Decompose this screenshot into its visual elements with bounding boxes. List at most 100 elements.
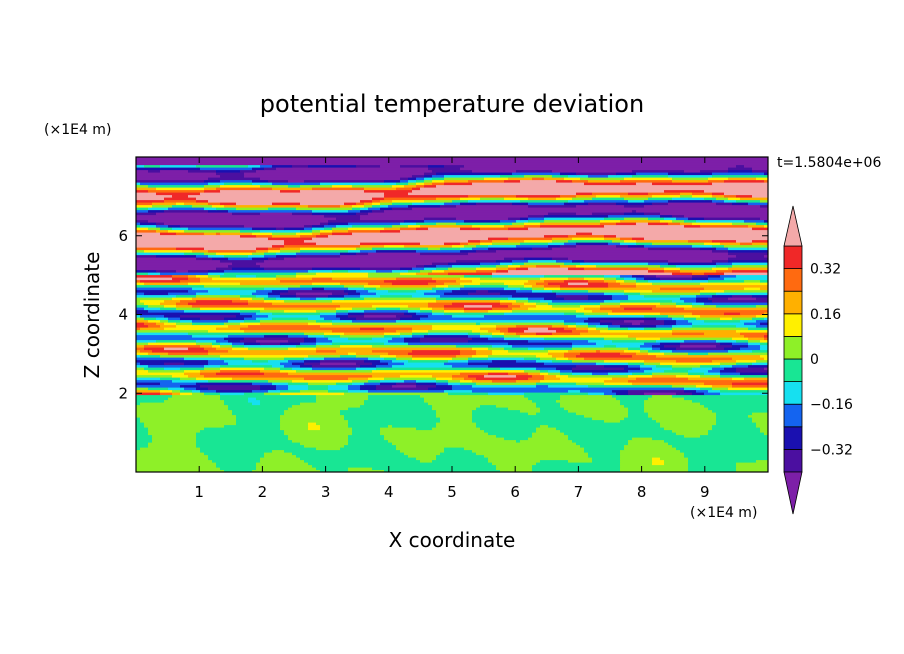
contour-fill <box>164 304 177 308</box>
contour-fill <box>636 277 645 281</box>
contour-fill <box>616 279 625 283</box>
contour-fill <box>180 377 197 381</box>
contour-fill <box>368 289 389 293</box>
contour-fill <box>268 247 281 251</box>
contour-fill <box>656 304 677 308</box>
contour-fill <box>272 312 321 316</box>
contour-fill <box>620 459 653 463</box>
contour-fill <box>404 337 421 341</box>
contour-fill <box>348 222 401 226</box>
contour-fill <box>416 312 433 316</box>
contour-fill <box>280 419 349 423</box>
contour-fill <box>412 207 768 211</box>
contour-fill <box>140 362 165 366</box>
contour-fill <box>752 294 768 298</box>
contour-fill <box>256 274 277 278</box>
contour-fill <box>280 367 293 371</box>
contour-fill <box>520 304 537 308</box>
contour-fill <box>636 377 689 381</box>
contour-fill <box>732 222 757 226</box>
contour-fill <box>472 347 489 351</box>
contour-fill <box>136 282 145 286</box>
contour-fill <box>316 394 369 398</box>
contour-fill <box>664 459 689 463</box>
contour-fill <box>380 427 417 431</box>
x-tick-label: 7 <box>574 483 584 501</box>
contour-fill <box>480 334 493 338</box>
contour-fill <box>604 359 645 363</box>
contour-fill <box>252 252 265 256</box>
y-axis: 246 <box>118 227 768 402</box>
contour-fill <box>316 422 349 426</box>
contour-fill <box>480 262 501 266</box>
contour-fill <box>448 262 481 266</box>
contour-fill <box>584 182 637 186</box>
contour-fill <box>136 392 161 396</box>
contour-fill <box>596 342 645 346</box>
contour-fill <box>136 399 165 403</box>
contour-fill <box>204 392 221 396</box>
contour-fill <box>348 422 437 426</box>
contour-fill <box>712 194 725 198</box>
contour-fill <box>624 367 641 371</box>
contour-fill <box>308 354 341 358</box>
contour-fill <box>532 374 545 378</box>
contour-fill <box>584 267 649 271</box>
contour-fill <box>208 387 261 391</box>
contour-fill <box>192 304 341 308</box>
contour-fill <box>684 299 697 303</box>
contour-fill <box>464 219 501 223</box>
contour-fill <box>136 242 285 246</box>
contour-fill <box>444 164 465 168</box>
contour-fill <box>332 299 437 303</box>
contour-fill <box>268 249 281 253</box>
contour-fill <box>696 299 713 303</box>
contour-fill <box>400 449 445 453</box>
contour-fill <box>228 334 265 338</box>
contour-fill <box>448 359 469 363</box>
contour-fill <box>156 224 169 228</box>
contour-fill <box>448 379 461 383</box>
contour-fill <box>288 434 349 438</box>
contour-fill <box>704 217 761 221</box>
contour-fill <box>640 292 701 296</box>
contour-fill <box>328 294 345 298</box>
contour-fill <box>692 222 733 226</box>
contour-fill <box>684 454 768 458</box>
contour-fill <box>624 217 649 221</box>
contour-fill <box>136 367 145 371</box>
contour-fill <box>296 274 369 278</box>
contour-fill <box>492 352 549 356</box>
contour-fill <box>208 352 349 356</box>
contour-fill <box>396 319 565 323</box>
contour-fill <box>436 409 473 413</box>
contour-fill <box>588 324 597 328</box>
contour-fill <box>624 319 645 323</box>
contour-fill <box>572 237 605 241</box>
contour-fill <box>492 334 505 338</box>
contour-fill <box>300 234 317 238</box>
contour-fill <box>480 282 505 286</box>
contour-fill <box>564 312 585 316</box>
contour-fill <box>672 272 693 276</box>
contour-fill <box>408 454 437 458</box>
contour-fill <box>200 372 217 376</box>
contour-fill <box>444 179 469 183</box>
x-tick-label: 3 <box>321 483 331 501</box>
contour-fill <box>312 229 321 233</box>
contour-fill <box>372 247 429 251</box>
contour-fill <box>476 422 661 426</box>
contour-fill <box>588 174 609 178</box>
contour-fill <box>764 367 768 371</box>
contour-fill <box>316 234 329 238</box>
contour-fill <box>236 422 281 426</box>
contour-fill <box>420 459 433 463</box>
contour-fill <box>336 312 349 316</box>
contour-fill <box>208 289 257 293</box>
contour-fill <box>660 312 693 316</box>
contour-fill <box>548 302 601 306</box>
contour-fill <box>136 347 145 351</box>
contour-fill <box>264 299 285 303</box>
contour-fill <box>672 349 729 353</box>
contour-fill <box>136 377 161 381</box>
